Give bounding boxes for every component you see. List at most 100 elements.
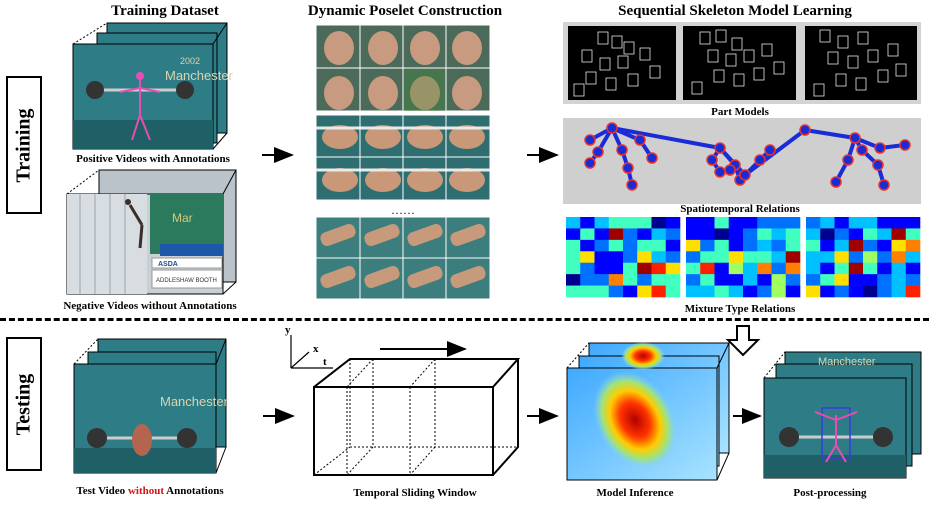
heatmap-cell xyxy=(771,274,787,286)
heatmap-cell xyxy=(608,285,624,298)
heatmap-cell xyxy=(580,274,595,286)
heatmap-cell xyxy=(757,262,772,275)
mixture-heatmap-2 xyxy=(686,217,801,298)
negative-video-stack: Mar ASDA ADDLESHAW BOOTH xyxy=(66,169,237,295)
heatmap-cell xyxy=(686,228,701,241)
axis-x-label: x xyxy=(313,343,319,355)
heatmap-cell xyxy=(700,262,715,275)
heatmap-cell xyxy=(580,228,595,241)
axis-y-label: y xyxy=(285,324,291,336)
heatmap-cell xyxy=(863,239,878,252)
heatmap-cell xyxy=(665,262,681,275)
heatmap-cell xyxy=(651,285,667,298)
testing-label-box: Testing xyxy=(6,337,42,471)
heatmap-cell xyxy=(834,251,850,264)
heatmap-cell xyxy=(728,285,744,298)
heatmap-cell xyxy=(608,228,624,241)
heatmap-cell xyxy=(608,239,624,252)
heatmap-cell xyxy=(848,262,864,275)
heatmap-cell xyxy=(905,239,921,252)
heatmap-cell xyxy=(714,262,730,275)
heatmap-cell xyxy=(806,285,821,298)
heatmap-cell xyxy=(848,274,864,286)
caption-model-inference: Model Inference xyxy=(596,487,674,499)
heatmap-cell xyxy=(700,285,715,298)
caption-negative-videos: Negative Videos without Annotations xyxy=(63,300,237,312)
heatmap-cell xyxy=(623,262,638,275)
heatmap-cell xyxy=(594,285,610,298)
heatmap-cell xyxy=(905,285,921,298)
heatmap-cell xyxy=(728,228,744,241)
heatmap-cell xyxy=(834,262,850,275)
heatmap-cell xyxy=(891,251,907,264)
heatmap-cell xyxy=(877,217,892,229)
heatmap-cell xyxy=(651,262,667,275)
heatmap-cell xyxy=(757,274,772,286)
positive-year-text: 2002 xyxy=(180,56,200,66)
heatmap-cell xyxy=(757,285,772,298)
mixture-heatmap-3 xyxy=(806,217,921,298)
heatmap-cell xyxy=(771,228,787,241)
training-label-box: Training xyxy=(6,76,42,214)
heatmap-cell xyxy=(743,217,758,229)
heatmap-cell xyxy=(820,251,835,264)
caption-test-video-a: Test Video xyxy=(76,485,128,497)
heatmap-cell xyxy=(594,262,610,275)
heatmap-cell xyxy=(665,285,681,298)
heatmap-cell xyxy=(686,217,701,229)
heatmap-cell xyxy=(848,217,864,229)
heatmap-cell xyxy=(651,217,667,229)
heatmap-cell xyxy=(651,274,667,286)
heatmap-cell xyxy=(700,228,715,241)
heatmap-cell xyxy=(651,251,667,264)
heatmap-cell xyxy=(757,217,772,229)
model-down-arrow xyxy=(725,325,761,357)
heatmap-cell xyxy=(714,239,730,252)
heatmap-cell xyxy=(820,285,835,298)
heatmap-cell xyxy=(743,228,758,241)
heatmap-cell xyxy=(700,239,715,252)
heatmap-cell xyxy=(665,274,681,286)
caption-test-video: Test Video without Annotations xyxy=(40,485,260,497)
heatmap-cell xyxy=(891,262,907,275)
heatmap-cell xyxy=(714,274,730,286)
heatmap-cell xyxy=(877,239,892,252)
heatmap-cell xyxy=(848,251,864,264)
heatmap-cell xyxy=(877,262,892,275)
heatmap-cell xyxy=(785,239,801,252)
heatmap-cell xyxy=(863,251,878,264)
test-venue-text: Manchester xyxy=(160,394,229,409)
heatmap-cell xyxy=(743,285,758,298)
heatmap-cell xyxy=(580,239,595,252)
heatmap-cell xyxy=(651,239,667,252)
positive-video-stack: Manchester 2002 xyxy=(72,22,234,150)
caption-spatiotemporal: Spatiotemporal Relations xyxy=(680,203,800,215)
heatmap-cell xyxy=(877,251,892,264)
heatmap-cell xyxy=(594,251,610,264)
heatmap-cell xyxy=(771,239,787,252)
heatmap-cell xyxy=(700,274,715,286)
caption-test-video-without: without xyxy=(127,485,164,497)
mixture-heatmap-1 xyxy=(566,217,681,298)
heatmap-cell xyxy=(820,217,835,229)
heatmap-cell xyxy=(771,217,787,229)
heatmap-cell xyxy=(806,251,821,264)
heatmap-cell xyxy=(665,217,681,229)
heatmap-cell xyxy=(848,239,864,252)
heatmap-cell xyxy=(637,274,652,286)
heatmap-cell xyxy=(877,285,892,298)
heatmap-cell xyxy=(771,251,787,264)
heatmap-cell xyxy=(743,274,758,286)
heatmap-cell xyxy=(623,239,638,252)
heatmap-cell xyxy=(623,285,638,298)
axis-t-label: t xyxy=(323,356,327,368)
heatmap-cell xyxy=(863,217,878,229)
poselet-ellipsis: …… xyxy=(391,203,415,217)
heatmap-cell xyxy=(877,274,892,286)
heatmap-cell xyxy=(566,228,581,241)
heatmap-cell xyxy=(566,262,581,275)
header-skeleton-learning: Sequential Skeleton Model Learning xyxy=(618,3,852,19)
heatmap-cell xyxy=(686,239,701,252)
heatmap-cell xyxy=(623,228,638,241)
